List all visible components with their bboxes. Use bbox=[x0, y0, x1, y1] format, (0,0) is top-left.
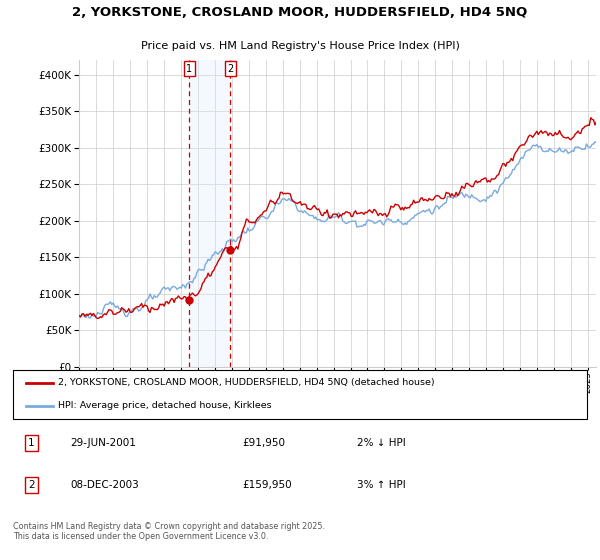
Text: 3% ↑ HPI: 3% ↑ HPI bbox=[358, 480, 406, 490]
Text: 2, YORKSTONE, CROSLAND MOOR, HUDDERSFIELD, HD4 5NQ (detached house): 2, YORKSTONE, CROSLAND MOOR, HUDDERSFIEL… bbox=[58, 379, 434, 388]
Text: Price paid vs. HM Land Registry's House Price Index (HPI): Price paid vs. HM Land Registry's House … bbox=[140, 41, 460, 51]
Text: 2% ↓ HPI: 2% ↓ HPI bbox=[358, 438, 406, 448]
Bar bbox=[190, 60, 230, 367]
Text: 2: 2 bbox=[28, 480, 35, 490]
Text: £159,950: £159,950 bbox=[242, 480, 292, 490]
Text: 08-DEC-2003: 08-DEC-2003 bbox=[71, 480, 139, 490]
Text: 2: 2 bbox=[227, 64, 233, 74]
Text: 29-JUN-2001: 29-JUN-2001 bbox=[71, 438, 136, 448]
Text: 1: 1 bbox=[186, 64, 193, 74]
Text: 2, YORKSTONE, CROSLAND MOOR, HUDDERSFIELD, HD4 5NQ: 2, YORKSTONE, CROSLAND MOOR, HUDDERSFIEL… bbox=[73, 6, 527, 20]
Text: Contains HM Land Registry data © Crown copyright and database right 2025.
This d: Contains HM Land Registry data © Crown c… bbox=[13, 522, 325, 541]
Text: 1: 1 bbox=[28, 438, 35, 448]
Text: HPI: Average price, detached house, Kirklees: HPI: Average price, detached house, Kirk… bbox=[58, 401, 272, 410]
Text: £91,950: £91,950 bbox=[242, 438, 286, 448]
FancyBboxPatch shape bbox=[13, 370, 587, 419]
